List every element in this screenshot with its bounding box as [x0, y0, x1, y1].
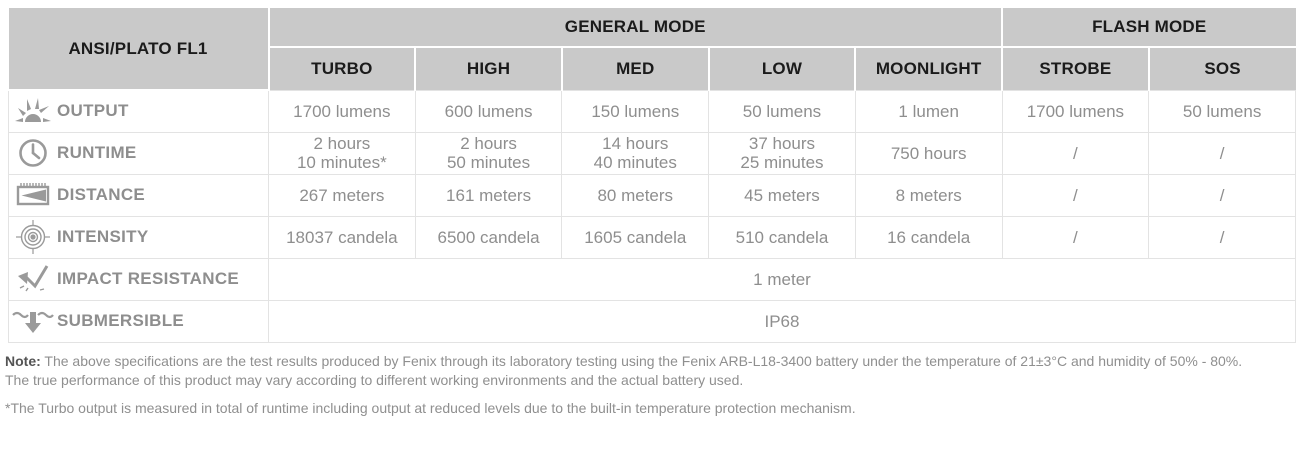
mode-column-header-row: TURBO HIGH MED LOW MOONLIGHT STROBE SOS [9, 47, 1296, 90]
spec-cell: 14 hours 40 minutes [561, 131, 710, 175]
spec-cell: / [1001, 131, 1150, 175]
spec-cell: 6500 candela [414, 215, 563, 259]
spec-cell: 50 lumens [1148, 89, 1296, 133]
column-header-sos: SOS [1148, 47, 1296, 90]
column-header-moonlight: MOONLIGHT [855, 47, 1004, 90]
row-label-distance: DISTANCE [8, 173, 269, 217]
column-header-strobe: STROBE [1002, 47, 1150, 90]
spec-cell: 2 hours 10 minutes* [268, 131, 416, 175]
spec-cell: / [1148, 215, 1296, 259]
distance-icon [9, 180, 57, 210]
spec-cell-span: 1 meter [268, 257, 1296, 301]
flash-mode-header: FLASH MODE [1002, 8, 1296, 48]
spec-cell: 750 hours [854, 131, 1003, 175]
table-row-runtime: RUNTIME 2 hours 10 minutes* 2 hours 50 m… [8, 131, 1296, 175]
spec-cell: / [1001, 173, 1150, 217]
row-label-submersible: SUBMERSIBLE [8, 299, 269, 343]
submersible-icon [9, 305, 57, 337]
row-label-intensity: INTENSITY [8, 215, 269, 259]
mode-group-header-row: ANSI/PLATO FL1 GENERAL MODE FLASH MODE [8, 8, 1296, 91]
row-label-text: RUNTIME [57, 143, 137, 162]
spec-cell: 1700 lumens [1001, 89, 1150, 133]
spec-cell: 8 meters [854, 173, 1003, 217]
spec-cell: 16 candela [854, 215, 1003, 259]
spec-cell: 1700 lumens [268, 89, 416, 133]
spec-cell: 80 meters [561, 173, 710, 217]
turbo-footnote: *The Turbo output is measured in total o… [5, 400, 856, 416]
general-mode-header: GENERAL MODE [268, 8, 1004, 48]
table-row-impact-resistance: IMPACT RESISTANCE 1 meter [8, 257, 1296, 301]
spec-cell: 37 hours 25 minutes [708, 131, 856, 175]
row-label-output: OUTPUT [8, 89, 269, 133]
corner-header: ANSI/PLATO FL1 [8, 8, 270, 91]
spec-cell: 45 meters [708, 173, 856, 217]
table-row-output: OUTPUT 1700 lumens 600 lumens 150 lumens… [8, 89, 1296, 133]
spec-cell: 267 meters [268, 173, 416, 217]
clock-icon [9, 136, 57, 170]
table-row-distance: DISTANCE 267 meters 161 meters 80 meters… [8, 173, 1296, 217]
row-label-impact-resistance: IMPACT RESISTANCE [8, 257, 269, 301]
spec-cell: / [1148, 173, 1296, 217]
spec-cell: 510 candela [708, 215, 856, 259]
spec-cell: / [1001, 215, 1150, 259]
row-label-text: IMPACT RESISTANCE [57, 269, 240, 288]
spec-cell: 600 lumens [414, 89, 563, 133]
spec-cell: 1605 candela [561, 215, 710, 259]
impact-resistance-icon [9, 263, 57, 295]
spec-cell-span: IP68 [268, 299, 1296, 343]
table-row-submersible: SUBMERSIBLE IP68 [8, 299, 1296, 343]
light-output-icon [9, 96, 57, 126]
spec-cell: 161 meters [414, 173, 563, 217]
row-label-text: DISTANCE [57, 185, 146, 204]
spec-cell: 1 lumen [854, 89, 1003, 133]
column-header-high: HIGH [415, 47, 563, 90]
spec-cell: / [1148, 131, 1296, 175]
table-row-intensity: INTENSITY 18037 candela 6500 candela 160… [8, 215, 1296, 259]
note-text: The above specifications are the test re… [5, 353, 1243, 388]
note-paragraph: Note: The above specifications are the t… [5, 352, 1297, 390]
spec-cell: 50 lumens [708, 89, 856, 133]
row-label-text: SUBMERSIBLE [57, 311, 185, 330]
notes-section: Note: The above specifications are the t… [5, 352, 1297, 418]
column-header-low: LOW [708, 47, 857, 90]
spec-table-container: ANSI/PLATO FL1 GENERAL MODE FLASH MODE T… [8, 8, 1296, 343]
intensity-icon [9, 219, 57, 255]
spec-cell: 18037 candela [268, 215, 416, 259]
spec-cell: 150 lumens [561, 89, 710, 133]
ansi-fl1-spec-table: ANSI/PLATO FL1 GENERAL MODE FLASH MODE T… [8, 8, 1296, 343]
row-label-text: OUTPUT [57, 101, 129, 121]
row-label-text: INTENSITY [57, 227, 149, 246]
spec-cell: 2 hours 50 minutes [414, 131, 563, 175]
row-label-runtime: RUNTIME [8, 131, 269, 175]
column-header-med: MED [561, 47, 710, 90]
column-header-turbo: TURBO [268, 47, 417, 90]
note-label: Note: [5, 353, 41, 369]
